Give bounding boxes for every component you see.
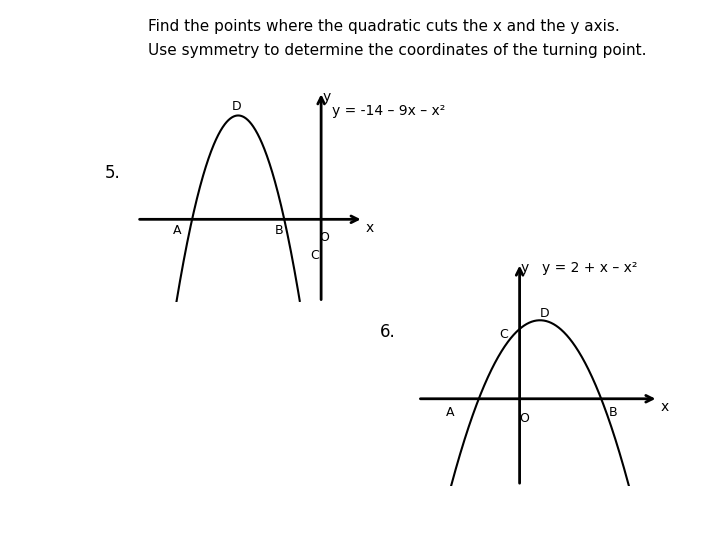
Text: A: A (173, 225, 181, 238)
Text: x: x (365, 221, 374, 235)
Text: x: x (660, 401, 669, 415)
Text: D: D (232, 100, 241, 113)
Text: B: B (609, 406, 618, 419)
Text: O: O (520, 412, 529, 425)
Text: y: y (521, 261, 528, 275)
Text: y = 2 + x – x²: y = 2 + x – x² (542, 261, 637, 275)
Text: O: O (320, 231, 329, 244)
Text: Use symmetry to determine the coordinates of the turning point.: Use symmetry to determine the coordinate… (148, 43, 646, 58)
Text: A: A (446, 406, 454, 419)
Text: C: C (310, 249, 319, 262)
Text: y: y (323, 90, 330, 104)
Text: 6.: 6. (379, 323, 395, 341)
Text: y = -14 – 9x – x²: y = -14 – 9x – x² (332, 104, 446, 118)
Text: B: B (274, 225, 283, 238)
Text: Find the points where the quadratic cuts the x and the y axis.: Find the points where the quadratic cuts… (148, 19, 619, 34)
Text: D: D (540, 307, 549, 320)
Text: 5.: 5. (104, 164, 120, 182)
Text: C: C (500, 328, 508, 341)
